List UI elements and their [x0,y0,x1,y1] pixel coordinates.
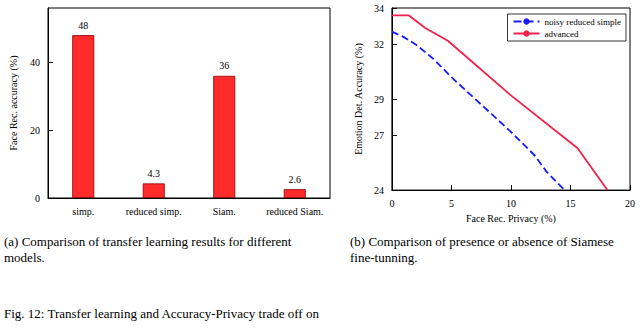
svg-text:34: 34 [374,3,384,14]
svg-text:2.6: 2.6 [289,174,302,185]
svg-text:32: 32 [374,39,384,50]
html-text:Fig. 12: Transfer learning and: Fig. 12: Transfer learning and Accuracy-… [4,306,319,321]
svg-text:5: 5 [449,198,454,209]
svg-text:10: 10 [506,198,516,209]
svg-text:reduced Siam.: reduced Siam. [266,206,323,217]
svg-text:27: 27 [374,130,384,141]
svg-text:36: 36 [219,60,229,71]
svg-text:15: 15 [565,198,575,209]
svg-text:Siam.: Siam. [213,206,236,217]
svg-text:Emotion Det. Accuracy (%): Emotion Det. Accuracy (%) [353,43,365,155]
svg-text:Face Rec. accuracy (%): Face Rec. accuracy (%) [8,56,20,151]
svg-text:24: 24 [374,185,384,196]
svg-text:40: 40 [30,57,40,68]
svg-text:0: 0 [35,193,40,204]
svg-text:0: 0 [389,198,394,209]
svg-text:4.3: 4.3 [148,168,161,179]
svg-text:advanced: advanced [545,29,579,39]
svg-text:29: 29 [374,94,384,105]
svg-text:simp.: simp. [72,206,94,217]
svg-text:Face Rec. Privacy (%): Face Rec. Privacy (%) [466,213,556,225]
svg-text:20: 20 [30,125,40,136]
html-text:(a) Comparison of transfer lea: (a) Comparison of transfer learning resu… [4,234,292,265]
html-text:(b) Comparison of presence or: (b) Comparison of presence or absence of… [350,234,614,265]
svg-text:noisy reduced simple: noisy reduced simple [545,17,621,27]
svg-text:48: 48 [78,20,88,31]
svg-text:20: 20 [625,198,635,209]
svg-text:reduced simp.: reduced simp. [126,206,182,217]
